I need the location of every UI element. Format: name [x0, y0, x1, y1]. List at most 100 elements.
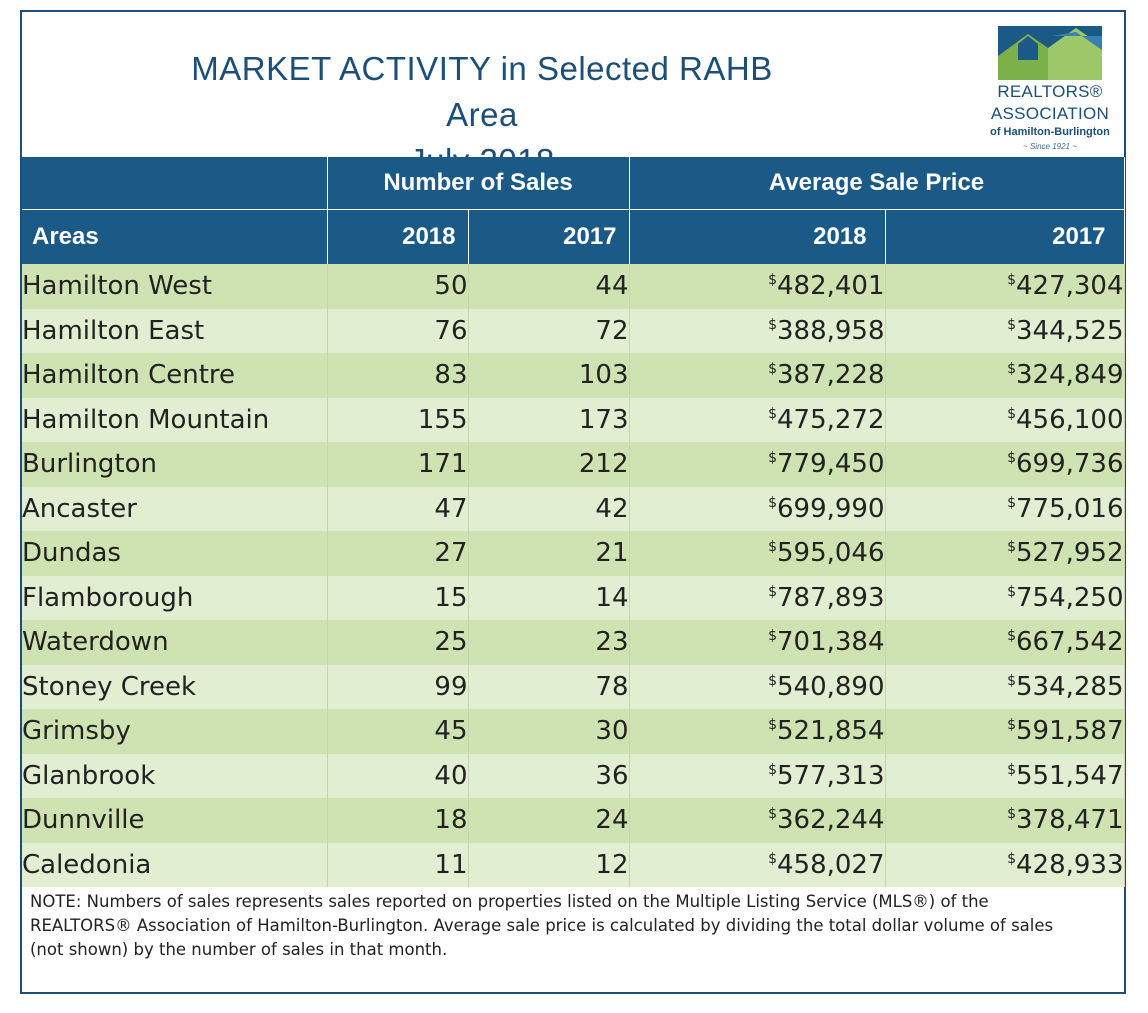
currency-symbol: $ — [1007, 405, 1016, 422]
price-value: 701,384 — [776, 627, 885, 658]
price-value: 324,849 — [1015, 360, 1124, 391]
currency-symbol: $ — [768, 405, 777, 422]
price-2017-cell: $699,736 — [885, 442, 1125, 487]
price-2018-cell: $701,384 — [629, 620, 886, 665]
currency-symbol: $ — [1007, 494, 1016, 511]
price-value: 591,587 — [1015, 716, 1124, 747]
currency-symbol: $ — [1007, 628, 1016, 645]
price-value: 428,933 — [1015, 849, 1124, 880]
price-value: 388,958 — [776, 315, 885, 346]
currency-symbol: $ — [768, 494, 777, 511]
sales-2017-cell: 212 — [468, 442, 630, 487]
sales-2017-cell: 14 — [468, 575, 630, 620]
logo-text-region: of Hamilton-Burlington — [990, 126, 1110, 138]
table-row: Dunnville 18 24 $362,244 $378,471 — [22, 798, 1125, 843]
price-2018-cell: $540,890 — [629, 664, 886, 709]
price-2018-cell: $387,228 — [629, 353, 886, 398]
price-2018-cell: $458,027 — [629, 842, 886, 887]
price-value: 551,547 — [1015, 760, 1124, 791]
price-value: 344,525 — [1015, 315, 1124, 346]
currency-symbol: $ — [768, 628, 777, 645]
price-value: 667,542 — [1015, 627, 1124, 658]
report-header: MARKET ACTIVITY in Selected RAHB Area Ju… — [22, 12, 1124, 179]
currency-symbol: $ — [1007, 672, 1016, 689]
currency-symbol: $ — [768, 272, 777, 289]
table-row: Stoney Creek 99 78 $540,890 $534,285 — [22, 664, 1125, 709]
price-2018-cell: $362,244 — [629, 798, 886, 843]
area-cell: Dunnville — [22, 798, 328, 843]
price-2017-cell: $591,587 — [885, 709, 1125, 754]
price-value: 787,893 — [776, 582, 885, 613]
sales-2017-cell: 24 — [468, 798, 630, 843]
price-value: 754,250 — [1015, 582, 1124, 613]
price-2017-cell: $427,304 — [885, 264, 1125, 309]
sales-2018-cell: 99 — [327, 664, 469, 709]
currency-symbol: $ — [768, 539, 777, 556]
price-value: 475,272 — [776, 404, 885, 435]
price-2017-cell: $344,525 — [885, 308, 1125, 353]
sales-2018-cell: 11 — [327, 842, 469, 887]
footnote: NOTE: Numbers of sales represents sales … — [30, 892, 1054, 959]
price-value: 699,736 — [1015, 449, 1124, 480]
price-2018-column-header: 2018 — [629, 208, 886, 264]
currency-symbol: $ — [1007, 761, 1016, 778]
price-2018-cell: $475,272 — [629, 397, 886, 442]
table-row: Flamborough 15 14 $787,893 $754,250 — [22, 575, 1125, 620]
price-2018-cell: $521,854 — [629, 709, 886, 754]
price-2018-cell: $482,401 — [629, 264, 886, 309]
price-value: 779,450 — [776, 449, 885, 480]
area-cell: Burlington — [22, 442, 328, 487]
empty-header-cell — [22, 157, 328, 209]
sales-2018-cell: 155 — [327, 397, 469, 442]
currency-symbol: $ — [768, 672, 777, 689]
currency-symbol: $ — [768, 583, 777, 600]
table-row: Hamilton Centre 83 103 $387,228 $324,849 — [22, 353, 1125, 398]
currency-symbol: $ — [1007, 361, 1016, 378]
area-cell: Stoney Creek — [22, 664, 328, 709]
price-2018-cell: $577,313 — [629, 753, 886, 798]
price-value: 362,244 — [776, 805, 885, 836]
table-row: Waterdown 25 23 $701,384 $667,542 — [22, 620, 1125, 665]
price-value: 521,854 — [776, 716, 885, 747]
area-cell: Waterdown — [22, 620, 328, 665]
sales-2018-cell: 40 — [327, 753, 469, 798]
price-2017-cell: $667,542 — [885, 620, 1125, 665]
sales-2017-cell: 103 — [468, 353, 630, 398]
price-value: 456,100 — [1015, 404, 1124, 435]
price-value: 577,313 — [776, 760, 885, 791]
sales-2018-cell: 45 — [327, 709, 469, 754]
sales-2018-cell: 76 — [327, 308, 469, 353]
table-row: Ancaster 47 42 $699,990 $775,016 — [22, 486, 1125, 531]
price-2017-cell: $775,016 — [885, 486, 1125, 531]
sales-2017-column-header: 2017 — [468, 208, 630, 264]
currency-symbol: $ — [1007, 272, 1016, 289]
areas-column-header: Areas — [22, 208, 328, 264]
table-row: Burlington 171 212 $779,450 $699,736 — [22, 442, 1125, 487]
currency-symbol: $ — [1007, 316, 1016, 333]
area-cell: Hamilton Centre — [22, 353, 328, 398]
sales-2018-cell: 50 — [327, 264, 469, 309]
price-2017-cell: $551,547 — [885, 753, 1125, 798]
price-value: 775,016 — [1015, 493, 1124, 524]
price-value: 527,952 — [1015, 538, 1124, 569]
currency-symbol: $ — [1007, 717, 1016, 734]
area-cell: Hamilton West — [22, 264, 328, 309]
price-value: 458,027 — [776, 849, 885, 880]
house-roof-logo-icon — [998, 26, 1102, 80]
currency-symbol: $ — [768, 850, 777, 867]
sales-2017-cell: 36 — [468, 753, 630, 798]
area-cell: Hamilton Mountain — [22, 397, 328, 442]
table-group-header-row: Number of Sales Average Sale Price — [22, 157, 1125, 209]
price-2017-cell: $324,849 — [885, 353, 1125, 398]
currency-symbol: $ — [768, 717, 777, 734]
sales-2017-cell: 30 — [468, 709, 630, 754]
table-sub-header-row: Areas 2018 2017 2018 2017 — [22, 208, 1125, 264]
area-cell: Hamilton East — [22, 308, 328, 353]
logo-text-realtors: REALTORS® — [997, 82, 1103, 101]
currency-symbol: $ — [1007, 450, 1016, 467]
sales-2018-cell: 18 — [327, 798, 469, 843]
area-cell: Caledonia — [22, 842, 328, 887]
sales-2017-cell: 72 — [468, 308, 630, 353]
price-value: 387,228 — [776, 360, 885, 391]
sales-2017-cell: 23 — [468, 620, 630, 665]
